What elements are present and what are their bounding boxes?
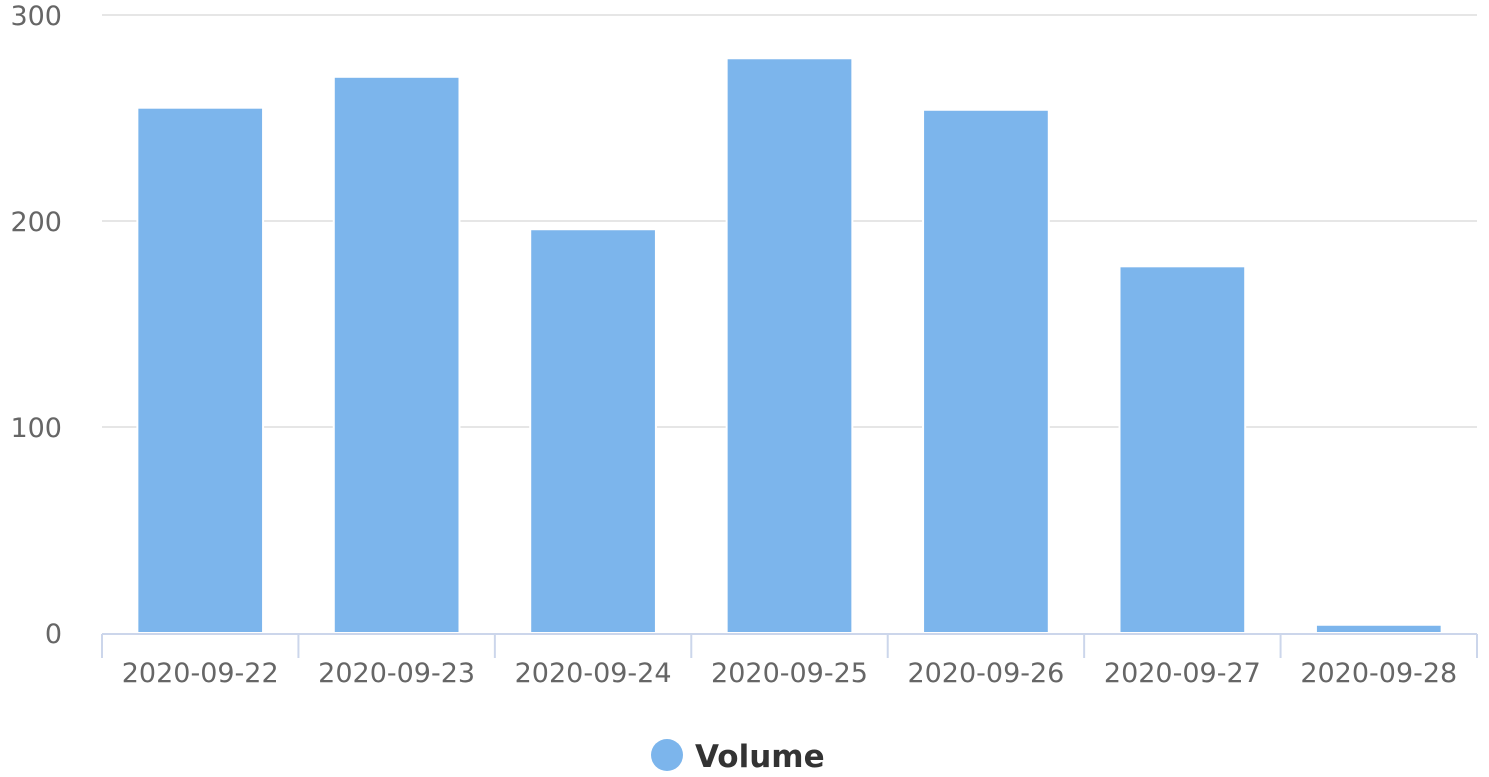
- x-tick-label-2020-09-27: 2020-09-27: [1104, 658, 1261, 689]
- x-tick-label-2020-09-26: 2020-09-26: [907, 658, 1064, 689]
- bars: [136, 57, 1443, 635]
- bar-2020-09-22[interactable]: [136, 106, 265, 634]
- x-tick-label-2020-09-25: 2020-09-25: [711, 658, 868, 689]
- x-tick-label-2020-09-28: 2020-09-28: [1300, 658, 1457, 689]
- x-tick-label-2020-09-23: 2020-09-23: [318, 658, 475, 689]
- bar-2020-09-28[interactable]: [1314, 623, 1443, 635]
- legend-marker-volume[interactable]: [651, 739, 683, 771]
- x-axis: [101, 633, 1478, 658]
- legend-label-volume[interactable]: Volume: [695, 739, 825, 775]
- legend[interactable]: Volume: [651, 739, 825, 775]
- y-tick-label-200: 200: [10, 207, 62, 238]
- x-tick-label-2020-09-22: 2020-09-22: [122, 658, 279, 689]
- y-axis-labels: 0 100 200 300: [10, 1, 62, 650]
- x-axis-labels: 2020-09-22 2020-09-23 2020-09-24 2020-09-25…: [122, 658, 1457, 689]
- bar-2020-09-24[interactable]: [529, 228, 657, 635]
- bar-2020-09-26[interactable]: [922, 108, 1050, 634]
- bar-2020-09-25[interactable]: [725, 57, 854, 634]
- x-tick-label-2020-09-24: 2020-09-24: [515, 658, 672, 689]
- y-tick-label-300: 300: [10, 1, 62, 32]
- bar-2020-09-27[interactable]: [1118, 265, 1247, 634]
- bar-2020-09-23[interactable]: [332, 75, 461, 635]
- y-tick-label-100: 100: [10, 413, 62, 444]
- y-tick-label-0: 0: [45, 619, 62, 650]
